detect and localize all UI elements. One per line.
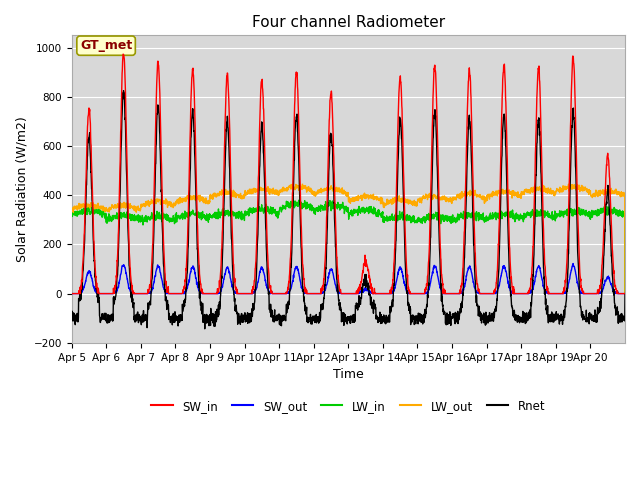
SW_out [68, 291, 76, 297]
SW_out [243, 291, 250, 297]
LW_out [621, 291, 629, 297]
Rnet [68, 313, 76, 319]
Rnet [621, 291, 629, 297]
SW_in [547, 291, 554, 297]
SW_in [382, 291, 390, 297]
Title: Four channel Radiometer: Four channel Radiometer [252, 15, 445, 30]
Line: SW_in: SW_in [72, 54, 625, 294]
LW_in [382, 216, 390, 222]
Rnet [201, 326, 209, 332]
LW_in [621, 291, 629, 297]
Line: SW_out: SW_out [72, 264, 625, 294]
SW_in [243, 291, 250, 297]
LW_in [289, 196, 296, 202]
SW_in [68, 291, 76, 297]
Legend: SW_in, SW_out, LW_in, LW_out, Rnet: SW_in, SW_out, LW_in, LW_out, Rnet [147, 395, 550, 417]
SW_out [546, 291, 554, 297]
LW_out [68, 207, 76, 213]
Line: LW_out: LW_out [72, 184, 625, 294]
SW_out [381, 291, 389, 297]
Rnet [614, 312, 621, 317]
SW_out [621, 291, 629, 297]
LW_in [614, 207, 621, 213]
LW_in [123, 209, 131, 215]
LW_in [68, 214, 76, 219]
SW_in [621, 291, 629, 297]
LW_in [243, 210, 250, 216]
Rnet [547, 315, 554, 321]
SW_out [569, 261, 577, 266]
LW_out [564, 181, 572, 187]
Y-axis label: Solar Radiation (W/m2): Solar Radiation (W/m2) [15, 116, 28, 262]
Rnet [120, 88, 127, 94]
SW_out [614, 290, 621, 296]
Text: GT_met: GT_met [80, 39, 132, 52]
Line: Rnet: Rnet [72, 91, 625, 329]
SW_in [515, 291, 523, 297]
LW_in [515, 215, 523, 220]
Line: LW_in: LW_in [72, 199, 625, 294]
Rnet [382, 319, 390, 325]
Rnet [515, 314, 523, 320]
LW_out [123, 203, 131, 208]
LW_out [515, 193, 523, 199]
Rnet [243, 316, 251, 322]
SW_out [515, 291, 523, 297]
SW_in [614, 288, 621, 294]
SW_in [119, 51, 127, 57]
X-axis label: Time: Time [333, 368, 364, 381]
LW_in [547, 214, 554, 220]
Rnet [124, 188, 131, 194]
LW_out [614, 192, 621, 197]
SW_in [124, 169, 131, 175]
LW_out [243, 191, 250, 197]
SW_out [123, 275, 131, 281]
LW_out [381, 202, 389, 208]
LW_out [546, 187, 554, 193]
